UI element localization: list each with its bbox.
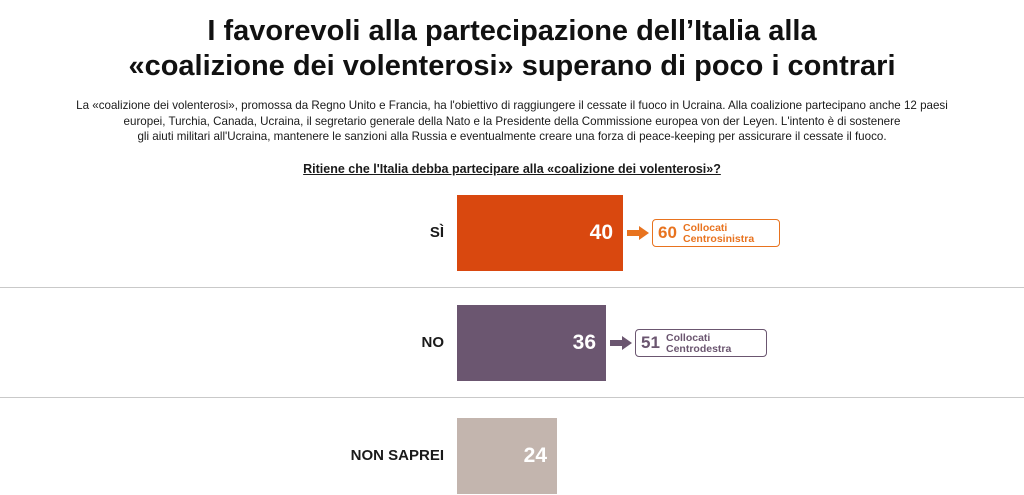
callout-value: 51 [641, 333, 660, 352]
intro-line-1: La «coalizione dei volenterosi», promoss… [76, 99, 948, 112]
callout-label-line-2: Centrosinistra [683, 232, 755, 245]
chart-title: I favorevoli alla partecipazione dell’It… [0, 14, 1024, 84]
callout-label-line-1: Collocati [683, 222, 728, 234]
bar-no: 36 [457, 305, 606, 381]
callout-label: Collocati Centrosinistra [683, 223, 754, 244]
category-label-no: NO [421, 334, 445, 351]
callout-label-line-2: Centrodestra [666, 342, 732, 355]
intro-line-2: europei, Turchia, Canada, Ucraina, il se… [123, 114, 901, 128]
category-label-si: SÌ [429, 224, 444, 241]
survey-question: Ritiene che l'Italia debba partecipare a… [303, 162, 721, 176]
callout-value: 60 [658, 223, 677, 242]
callout-centrodestra: 51 Collocati Centrodestra [635, 329, 767, 357]
title-line-2: «coalizione dei volenterosi» superano di… [128, 50, 896, 82]
bar-non-saprei: 24 [457, 418, 557, 494]
bar-si: 40 [457, 195, 623, 271]
callout-centrosinistra: 60 Collocati Centrosinistra [652, 219, 780, 247]
bar-value-label: 24 [523, 444, 547, 467]
bar-value-label: 40 [589, 221, 613, 244]
callout-label-line-1: Collocati [666, 332, 711, 344]
intro-text: La «coalizione dei volenterosi», promoss… [60, 98, 964, 145]
row-divider [0, 287, 1024, 288]
callout-label: Collocati Centrodestra [666, 333, 731, 354]
intro-line-3: gli aiuti militari all'Ucraina, mantener… [137, 130, 887, 143]
bar-value-label: 36 [572, 331, 596, 354]
arrow-right-icon [627, 226, 649, 240]
arrow-right-icon [610, 336, 632, 350]
category-label-non-saprei: NON SAPREI [350, 447, 444, 464]
title-line-1: I favorevoli alla partecipazione dell’It… [207, 15, 817, 47]
row-divider [0, 397, 1024, 398]
